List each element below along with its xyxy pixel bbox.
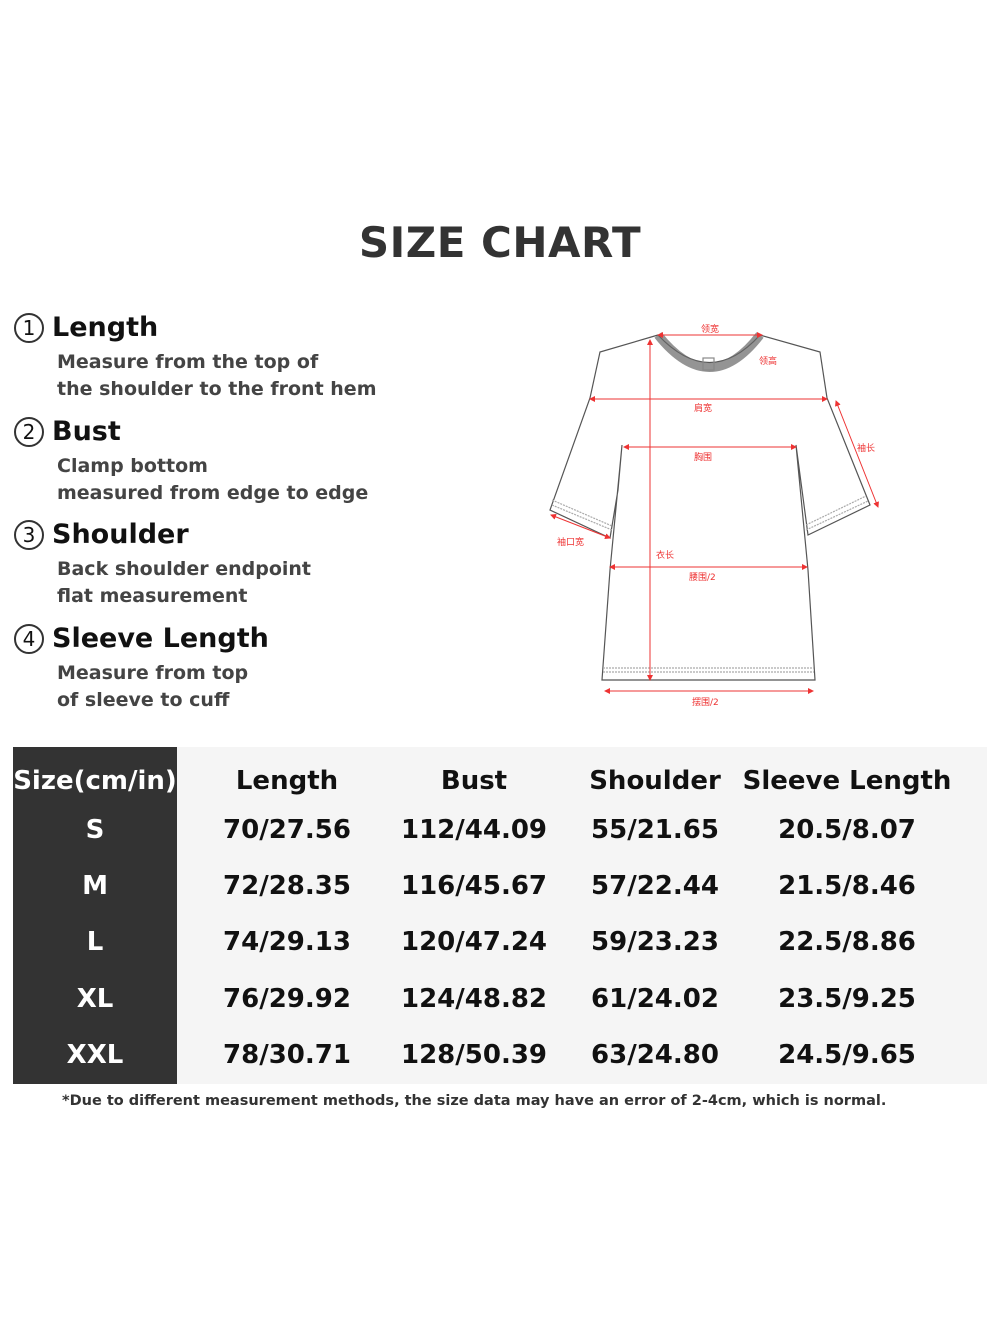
table-cell: 78/30.71: [223, 1040, 351, 1070]
size-label: S: [85, 815, 105, 845]
measurement-shoulder: 3 Shoulder Back shoulder endpoint flat mea…: [14, 519, 311, 610]
measurement-desc-line: measured from edge to edge: [57, 482, 369, 504]
label-sleeve-length: 袖长: [857, 442, 875, 454]
measurement-sleeve-length: 4 Sleeve Length Measure from top of sleeve…: [14, 623, 269, 714]
table-cell: 20.5/8.07: [778, 815, 916, 845]
size-label: XL: [76, 984, 114, 1014]
table-cell: 76/29.92: [223, 984, 351, 1014]
table-cell: 63/24.80: [591, 1040, 719, 1070]
table-cell: 61/24.02: [591, 984, 719, 1014]
table-cell: 124/48.82: [400, 984, 548, 1014]
table-cell: 59/23.23: [591, 927, 719, 957]
number-circle-icon: 3: [14, 519, 44, 550]
label-cuff-width: 袖口宽: [557, 536, 584, 548]
number-circle-icon: 4: [14, 623, 44, 654]
table-cell: 74/29.13: [223, 927, 351, 957]
table-header: Sleeve Length: [742, 766, 952, 796]
label-waist: 腰围/2: [689, 572, 716, 583]
table-cell: 72/28.35: [223, 871, 351, 901]
size-label: XXL: [66, 1040, 124, 1070]
measurement-desc-line: Measure from the top of: [57, 351, 319, 373]
size-label: M: [82, 871, 108, 901]
tshirt-diagram: 领宽 领高 肩宽 胸围 袖长 袖口宽 衣长 腰围/2 摆围/2: [549, 323, 879, 708]
table-header: Shoulder: [589, 766, 721, 796]
measurement-desc-line: Measure from top: [57, 662, 249, 684]
label-shoulder-width: 肩宽: [694, 402, 712, 414]
table-cell: 128/50.39: [400, 1040, 548, 1070]
measurement-name: Bust: [52, 416, 121, 447]
label-body-length: 衣长: [656, 549, 674, 561]
measurement-length: 1 Length Measure from the top of the shoul…: [14, 312, 377, 403]
measurement-name: Shoulder: [52, 519, 189, 550]
size-column: [13, 747, 177, 1084]
label-neck-height: 领高: [759, 355, 777, 367]
table-cell: 24.5/9.65: [778, 1040, 916, 1070]
table-cell: 116/45.67: [400, 871, 548, 901]
label-hem: 摆围/2: [692, 696, 719, 708]
size-label: L: [86, 927, 104, 957]
size-table: Size(cm/in) Length Bust Shoulder Sleeve Leng…: [13, 747, 987, 1084]
table-cell: 21.5/8.46: [778, 871, 916, 901]
table-cell: 57/22.44: [591, 871, 719, 901]
table-cell: 55/21.65: [591, 815, 719, 845]
disclaimer-note: *Due to different measurement methods, t…: [62, 1093, 887, 1109]
measurement-name: Sleeve Length: [52, 623, 269, 654]
label-chest: 胸围: [694, 451, 712, 463]
label-neck-width: 领宽: [701, 323, 719, 335]
measurement-desc-line: of sleeve to cuff: [57, 689, 230, 711]
number-circle-icon: 2: [14, 416, 44, 447]
measurement-bust: 2 Bust Clamp bottom measured from edge to …: [14, 416, 368, 507]
measurement-desc-line: Clamp bottom: [57, 455, 208, 477]
table-header: Bust: [440, 766, 508, 796]
measurement-name: Length: [52, 312, 159, 343]
page-title: SIZE CHART: [358, 218, 642, 267]
measurement-desc-line: flat measurement: [57, 585, 248, 607]
table-cell: 112/44.09: [400, 815, 548, 845]
measurement-desc-line: Back shoulder endpoint: [57, 558, 312, 580]
table-header: Length: [235, 766, 339, 796]
measure-lines: [550, 332, 879, 694]
measurement-desc-line: the shoulder to the front hem: [57, 378, 377, 400]
tshirt-outline: [549, 332, 871, 681]
table-cell: 70/27.56: [223, 815, 351, 845]
table-cell: 120/47.24: [400, 927, 548, 957]
table-cell: 22.5/8.86: [778, 927, 916, 957]
number-circle-icon: 1: [14, 312, 44, 343]
table-cell: 23.5/9.25: [778, 984, 916, 1014]
table-header: Size(cm/in): [13, 766, 177, 796]
